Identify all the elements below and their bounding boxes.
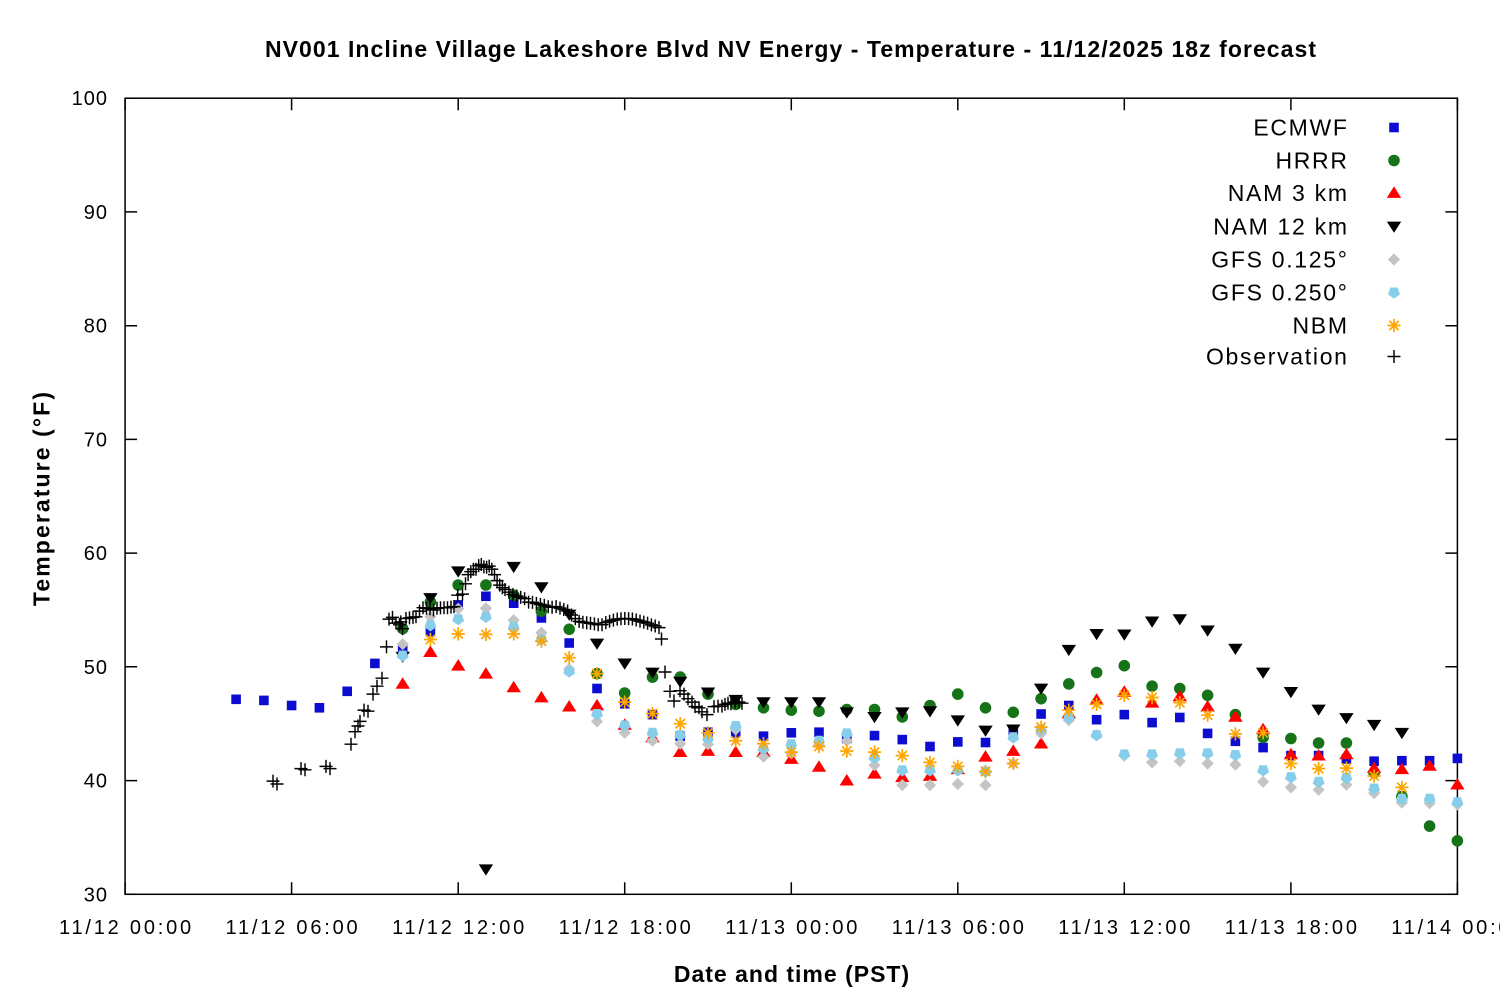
svg-text:30: 30 <box>84 884 108 906</box>
svg-text:80: 80 <box>84 316 108 338</box>
svg-text:GFS 0.125°: GFS 0.125° <box>1211 247 1348 273</box>
svg-text:HRRR: HRRR <box>1275 148 1348 174</box>
svg-text:Observation: Observation <box>1206 344 1349 370</box>
svg-text:11/14 00:00: 11/14 00:00 <box>1391 917 1500 939</box>
svg-text:Temperature (°F): Temperature (°F) <box>29 390 55 606</box>
svg-text:NAM 12 km: NAM 12 km <box>1213 214 1348 240</box>
svg-text:11/13 00:00: 11/13 00:00 <box>725 917 860 939</box>
svg-text:11/13 06:00: 11/13 06:00 <box>892 917 1027 939</box>
svg-text:40: 40 <box>84 771 108 793</box>
svg-text:NAM 3 km: NAM 3 km <box>1228 180 1349 206</box>
svg-text:11/12 06:00: 11/12 06:00 <box>226 917 361 939</box>
svg-text:Date and time (PST): Date and time (PST) <box>674 961 910 987</box>
svg-text:11/13 12:00: 11/13 12:00 <box>1058 917 1193 939</box>
svg-text:11/12 18:00: 11/12 18:00 <box>559 917 694 939</box>
svg-text:50: 50 <box>84 657 108 679</box>
svg-text:GFS 0.250°: GFS 0.250° <box>1211 280 1348 306</box>
svg-text:100: 100 <box>72 88 108 110</box>
svg-text:60: 60 <box>84 543 108 565</box>
svg-text:NBM: NBM <box>1292 313 1348 339</box>
svg-text:90: 90 <box>84 202 108 224</box>
svg-text:11/13 18:00: 11/13 18:00 <box>1225 917 1360 939</box>
svg-text:11/12 12:00: 11/12 12:00 <box>392 917 527 939</box>
svg-text:70: 70 <box>84 429 108 451</box>
svg-text:NV001 Incline Village Lakeshor: NV001 Incline Village Lakeshore Blvd NV … <box>265 36 1317 62</box>
svg-text:11/12 00:00: 11/12 00:00 <box>59 917 194 939</box>
svg-text:ECMWF: ECMWF <box>1253 115 1348 141</box>
